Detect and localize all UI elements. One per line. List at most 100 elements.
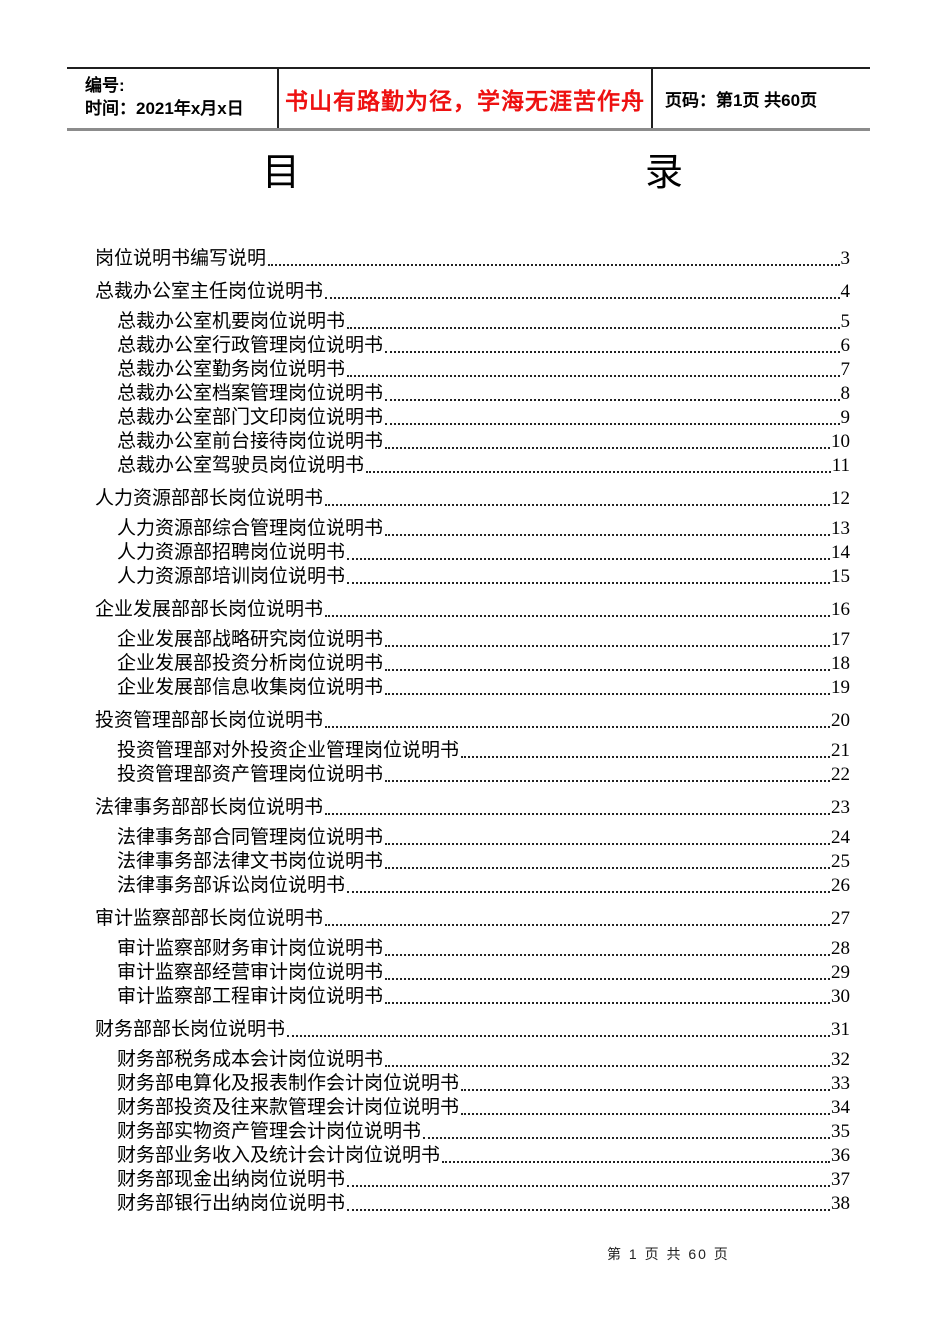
toc-entry-text: 审计监察部工程审计岗位说明书: [117, 986, 384, 1007]
toc-entry-page: 34: [831, 1097, 850, 1118]
toc-entry[interactable]: 总裁办公室前台接待岗位说明书 10: [95, 430, 850, 454]
toc-entry-page: 8: [840, 383, 851, 404]
toc-entry-page: 14: [831, 542, 850, 563]
toc-dot-leader: [347, 327, 840, 329]
toc-entry-text: 法律事务部诉讼岗位说明书: [117, 875, 346, 896]
toc-dot-leader: [385, 423, 840, 425]
header-left-cell: 编号: 时间：2021年x月x日: [67, 69, 279, 128]
toc-entry-text: 岗位说明书编写说明: [95, 248, 267, 269]
toc-entry-text: 投资管理部资产管理岗位说明书: [117, 764, 384, 785]
footer-page-info: 第 1 页 共 60 页: [607, 1246, 730, 1262]
toc-entry[interactable]: 法律事务部合同管理岗位说明书 24: [95, 826, 850, 850]
toc-entry[interactable]: 审计监察部工程审计岗位说明书 30: [95, 985, 850, 1009]
toc-title-right-char: 录: [645, 152, 684, 194]
toc-entry-page: 25: [831, 851, 850, 872]
toc-entry[interactable]: 财务部实物资产管理会计岗位说明书 35: [95, 1120, 850, 1144]
toc-dot-leader: [325, 297, 840, 299]
toc-entry[interactable]: 财务部投资及往来款管理会计岗位说明书 34: [95, 1096, 850, 1120]
toc-entry[interactable]: 总裁办公室档案管理岗位说明书 8: [95, 382, 850, 406]
toc-entry-text: 投资管理部对外投资企业管理岗位说明书: [117, 740, 460, 761]
toc-entry-text: 法律事务部合同管理岗位说明书: [117, 827, 384, 848]
toc-entry-text: 法律事务部法律文书岗位说明书: [117, 851, 384, 872]
toc-entry[interactable]: 投资管理部资产管理岗位说明书 22: [95, 763, 850, 787]
toc-entry[interactable]: 总裁办公室部门文印岗位说明书 9: [95, 406, 850, 430]
header-motto-cell: 书山有路勤为径，学海无涯苦作舟: [279, 69, 653, 128]
toc-dot-leader: [461, 1113, 830, 1115]
toc-entry[interactable]: 企业发展部投资分析岗位说明书 18: [95, 652, 850, 676]
toc-entry[interactable]: 财务部电算化及报表制作会计岗位说明书 33: [95, 1072, 850, 1096]
toc-entry[interactable]: 财务部税务成本会计岗位说明书 32: [95, 1048, 850, 1072]
toc-entry-text: 总裁办公室主任岗位说明书: [95, 281, 324, 302]
toc-entry-page: 21: [831, 740, 850, 761]
toc-entry-text: 法律事务部部长岗位说明书: [95, 797, 324, 818]
toc-dot-leader: [385, 1002, 830, 1004]
toc-dot-leader: [385, 867, 830, 869]
toc-dot-leader: [385, 780, 830, 782]
toc-entry-page: 35: [831, 1121, 850, 1142]
toc-list: 岗位说明书编写说明 3 总裁办公室主任岗位说明书 4 总裁办公室机要岗位说明书 …: [95, 238, 850, 1216]
doc-time-label: 时间：2021年x月x日: [85, 99, 244, 118]
toc-entry-text: 人力资源部部长岗位说明书: [95, 488, 324, 509]
header-table: 编号: 时间：2021年x月x日 书山有路勤为径，学海无涯苦作舟 页码：第1页 …: [67, 67, 870, 131]
toc-entry[interactable]: 财务部现金出纳岗位说明书 37: [95, 1168, 850, 1192]
toc-entry[interactable]: 财务部部长岗位说明书 31: [95, 1018, 850, 1042]
toc-entry-text: 投资管理部部长岗位说明书: [95, 710, 324, 731]
toc-entry[interactable]: 投资管理部部长岗位说明书 20: [95, 709, 850, 733]
toc-entry[interactable]: 岗位说明书编写说明 3: [95, 247, 850, 271]
toc-entry-text: 总裁办公室驾驶员岗位说明书: [117, 455, 365, 476]
toc-dot-leader: [385, 447, 830, 449]
toc-dot-leader: [461, 756, 830, 758]
toc-entry[interactable]: 企业发展部信息收集岗位说明书 19: [95, 676, 850, 700]
toc-entry-page: 26: [831, 875, 850, 896]
toc-entry-page: 17: [831, 629, 850, 650]
toc-entry-text: 企业发展部部长岗位说明书: [95, 599, 324, 620]
doc-number-label: 编号:: [85, 76, 125, 95]
toc-entry[interactable]: 人力资源部招聘岗位说明书 14: [95, 541, 850, 565]
toc-entry-page: 20: [831, 710, 850, 731]
toc-entry-text: 企业发展部投资分析岗位说明书: [117, 653, 384, 674]
toc-entry[interactable]: 法律事务部诉讼岗位说明书 26: [95, 874, 850, 898]
toc-entry[interactable]: 企业发展部部长岗位说明书 16: [95, 598, 850, 622]
toc-dot-leader: [442, 1161, 830, 1163]
toc-entry-text: 企业发展部战略研究岗位说明书: [117, 629, 384, 650]
toc-entry-page: 23: [831, 797, 850, 818]
toc-entry[interactable]: 审计监察部财务审计岗位说明书 28: [95, 937, 850, 961]
toc-entry[interactable]: 财务部业务收入及统计会计岗位说明书 36: [95, 1144, 850, 1168]
toc-dot-leader: [385, 351, 840, 353]
toc-entry-page: 15: [831, 566, 850, 587]
toc-entry[interactable]: 人力资源部培训岗位说明书 15: [95, 565, 850, 589]
toc-entry-text: 总裁办公室行政管理岗位说明书: [117, 335, 384, 356]
toc-entry[interactable]: 总裁办公室行政管理岗位说明书 6: [95, 334, 850, 358]
toc-dot-leader: [366, 471, 831, 473]
toc-entry[interactable]: 财务部银行出纳岗位说明书 38: [95, 1192, 850, 1216]
toc-entry[interactable]: 法律事务部部长岗位说明书 23: [95, 796, 850, 820]
toc-entry-text: 企业发展部信息收集岗位说明书: [117, 677, 384, 698]
toc-entry[interactable]: 总裁办公室驾驶员岗位说明书 11: [95, 454, 850, 478]
toc-entry[interactable]: 法律事务部法律文书岗位说明书 25: [95, 850, 850, 874]
toc-entry-page: 22: [831, 764, 850, 785]
toc-dot-leader: [385, 534, 830, 536]
toc-entry[interactable]: 人力资源部综合管理岗位说明书 13: [95, 517, 850, 541]
toc-entry[interactable]: 总裁办公室勤务岗位说明书 7: [95, 358, 850, 382]
toc-entry[interactable]: 人力资源部部长岗位说明书 12: [95, 487, 850, 511]
toc-entry-text: 财务部电算化及报表制作会计岗位说明书: [117, 1073, 460, 1094]
toc-entry-page: 7: [840, 359, 851, 380]
toc-entry[interactable]: 投资管理部对外投资企业管理岗位说明书 21: [95, 739, 850, 763]
toc-entry-text: 人力资源部培训岗位说明书: [117, 566, 346, 587]
toc-dot-leader: [385, 1065, 830, 1067]
toc-entry-page: 10: [831, 431, 850, 452]
toc-entry[interactable]: 企业发展部战略研究岗位说明书 17: [95, 628, 850, 652]
toc-dot-leader: [461, 1089, 830, 1091]
toc-dot-leader: [385, 645, 830, 647]
toc-entry-page: 19: [831, 677, 850, 698]
toc-entry[interactable]: 审计监察部经营审计岗位说明书 29: [95, 961, 850, 985]
toc-entry[interactable]: 审计监察部部长岗位说明书 27: [95, 907, 850, 931]
toc-entry-page: 27: [831, 908, 850, 929]
toc-entry-text: 人力资源部综合管理岗位说明书: [117, 518, 384, 539]
toc-dot-leader: [385, 954, 830, 956]
toc-entry[interactable]: 总裁办公室主任岗位说明书 4: [95, 280, 850, 304]
motto-text: 书山有路勤为径，学海无涯苦作舟: [285, 87, 645, 114]
toc-dot-leader: [347, 582, 830, 584]
toc-dot-leader: [347, 375, 840, 377]
toc-entry[interactable]: 总裁办公室机要岗位说明书 5: [95, 310, 850, 334]
